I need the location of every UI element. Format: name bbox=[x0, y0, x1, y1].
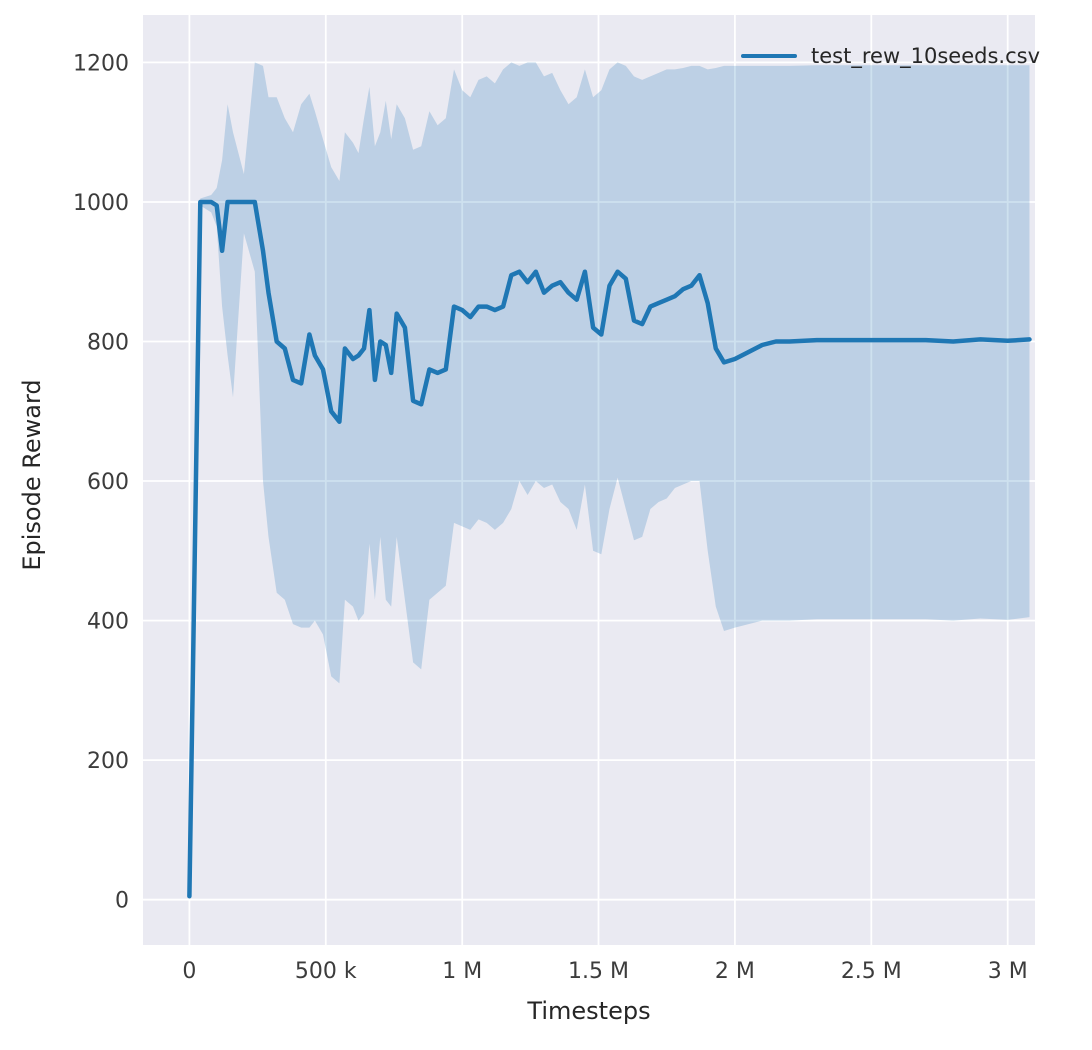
x-tick-label: 2.5 M bbox=[841, 959, 902, 984]
y-tick-label: 0 bbox=[115, 889, 129, 914]
mean-line bbox=[187, 199, 1032, 899]
y-axis-label: Episode Reward bbox=[18, 379, 46, 571]
y-tick-label: 600 bbox=[87, 470, 129, 495]
plot-background bbox=[143, 15, 1035, 945]
x-tick-label: 3 M bbox=[988, 959, 1028, 984]
y-tick-label: 1200 bbox=[73, 51, 129, 76]
legend: test_rew_10seeds.csv bbox=[741, 44, 1040, 68]
x-tick-label: 0 bbox=[182, 959, 196, 984]
y-tick-label: 1000 bbox=[73, 191, 129, 216]
x-tick-label: 500 k bbox=[295, 959, 357, 984]
y-tick-label: 400 bbox=[87, 610, 129, 635]
legend-line-swatch bbox=[741, 54, 798, 58]
x-tick-label: 1.5 M bbox=[568, 959, 629, 984]
x-tick-label: 1 M bbox=[442, 959, 482, 984]
legend-label: test_rew_10seeds.csv bbox=[811, 44, 1040, 68]
y-tick-label: 200 bbox=[87, 749, 129, 774]
x-axis-label: Timesteps bbox=[527, 997, 651, 1025]
confidence-band bbox=[189, 62, 1030, 897]
x-tick-label: 2 M bbox=[715, 959, 755, 984]
y-tick-label: 800 bbox=[87, 331, 129, 356]
